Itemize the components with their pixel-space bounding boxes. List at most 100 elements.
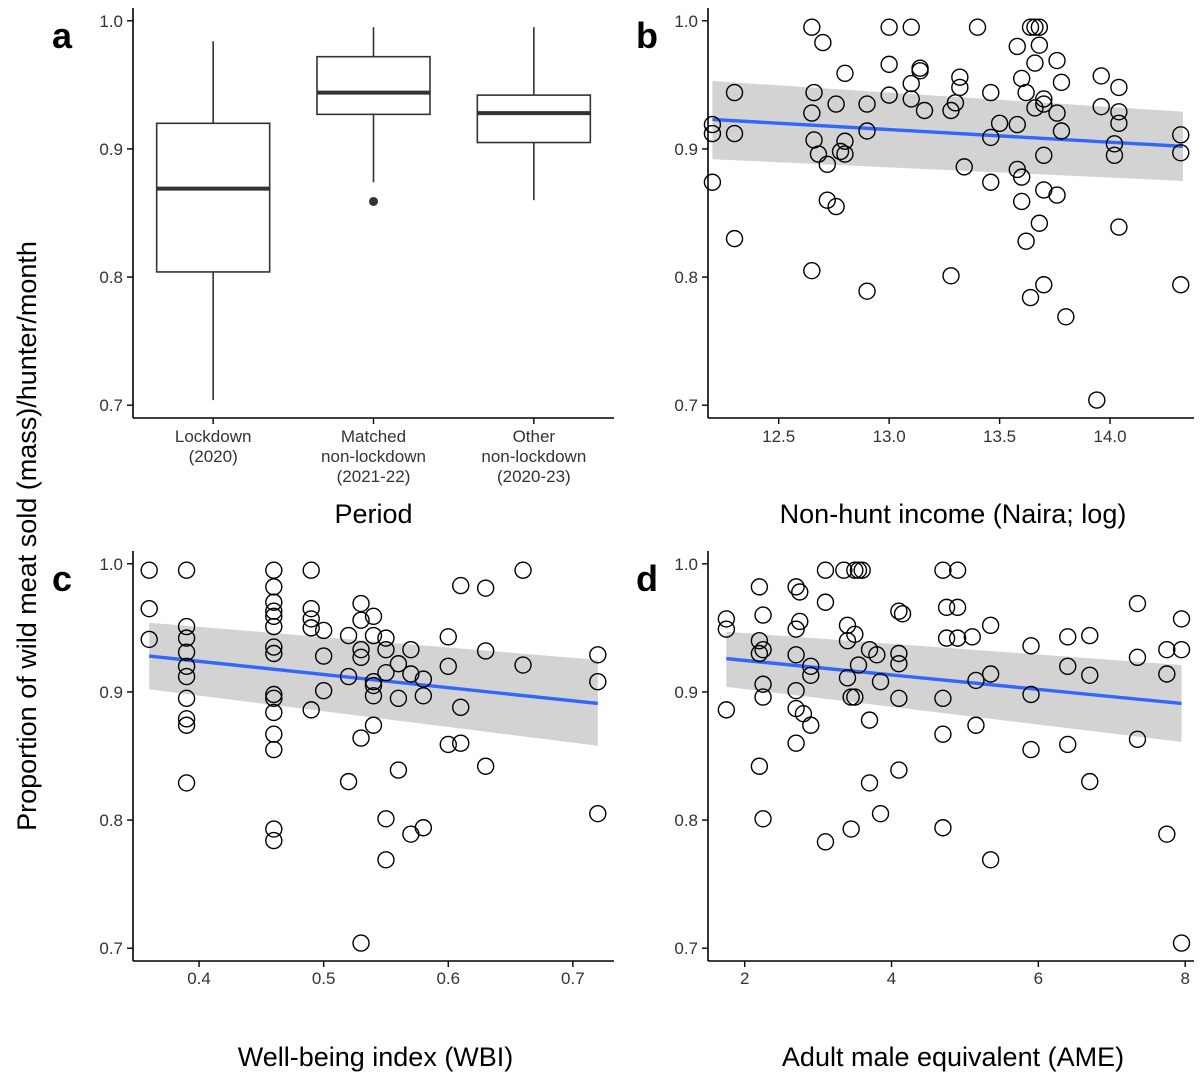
data-point [1035, 146, 1053, 165]
data-point [1110, 78, 1128, 97]
data-point [951, 78, 969, 97]
data-point [955, 158, 973, 176]
data-point [871, 804, 890, 823]
y-tick-label: 0.9 [674, 683, 698, 702]
data-point [831, 142, 850, 161]
data-point [339, 772, 358, 791]
data-point [902, 90, 920, 108]
data-point [1030, 18, 1049, 36]
data-point [838, 631, 857, 650]
data-point [1128, 648, 1147, 667]
data-point [1158, 825, 1176, 843]
y-tick-label: 0.7 [99, 939, 123, 958]
data-point [754, 810, 772, 828]
data-point [967, 671, 985, 690]
data-point [1012, 192, 1031, 211]
data-point [981, 851, 1000, 869]
data-point [787, 578, 805, 596]
data-point [791, 583, 809, 601]
data-point [302, 610, 320, 628]
data-point [890, 655, 908, 673]
data-point [860, 711, 879, 729]
x-tick-label: 4 [887, 969, 896, 988]
x-tick-label: non-lockdown [481, 447, 586, 466]
box-1 [155, 41, 271, 401]
confidence-band [712, 81, 1183, 181]
data-point [802, 657, 820, 676]
data-point [1035, 90, 1053, 108]
data-point [364, 672, 383, 691]
data-point [893, 605, 912, 623]
data-point [835, 561, 853, 579]
data-point [948, 629, 967, 647]
data-point [177, 716, 196, 734]
x-tick-label: (2020) [189, 447, 238, 466]
data-point [846, 561, 864, 579]
data-point [339, 667, 358, 686]
data-point [364, 716, 383, 734]
data-point [934, 819, 952, 837]
panel-b: b 0.7 0.8 0.9 1.0 12.5 13.0 13.5 14.0 Non-hunt in… [636, 8, 1194, 529]
data-point [805, 83, 823, 102]
x-axis-label: Well-being index (WBI) [238, 1042, 514, 1072]
data-point [787, 646, 805, 664]
data-point [982, 173, 1000, 191]
y-tick-label: 0.7 [99, 396, 123, 415]
box-iqr [155, 122, 271, 273]
data-point [265, 561, 283, 579]
data-point [1035, 276, 1053, 294]
y-tick-label: 0.9 [674, 140, 698, 159]
x-axis-label: Period [334, 499, 412, 529]
y-tick-label: 0.7 [674, 939, 698, 958]
data-point [1172, 144, 1190, 162]
data-point [352, 640, 370, 659]
data-point [302, 599, 320, 618]
data-point [858, 122, 876, 140]
data-point [476, 757, 495, 775]
data-point [377, 851, 395, 869]
data-point [265, 689, 283, 708]
data-point [265, 607, 283, 626]
data-point [880, 86, 898, 104]
data-point [890, 644, 908, 663]
data-point [177, 561, 196, 579]
data-point [265, 685, 283, 704]
data-point [880, 55, 898, 74]
y-tick-label: 1.0 [674, 555, 698, 574]
data-point [1172, 934, 1191, 952]
data-point [265, 644, 283, 663]
data-point [439, 657, 457, 676]
x-tick-label: 0.4 [187, 969, 211, 988]
panel-a: a0.70.80.91.0Lockdown(2020)Matchednon-lo… [52, 8, 614, 529]
data-point [140, 630, 158, 649]
data-point [968, 18, 987, 36]
data-point [981, 665, 1000, 683]
data-point [890, 602, 908, 620]
data-point [177, 710, 196, 728]
data-point [352, 934, 370, 952]
data-point [967, 716, 985, 734]
data-point [1017, 83, 1035, 102]
data-point [1022, 740, 1040, 759]
data-point [302, 561, 320, 579]
data-point [1026, 18, 1044, 36]
data-point [860, 774, 879, 792]
data-point [177, 629, 196, 647]
data-point [725, 229, 744, 248]
data-point [1052, 73, 1071, 92]
data-point [717, 701, 736, 719]
x-tick-label: 8 [1180, 969, 1189, 988]
data-point [750, 578, 769, 596]
y-tick-label: 1.0 [99, 555, 123, 574]
data-point [1110, 218, 1128, 236]
panel-label: c [52, 558, 72, 599]
data-point [937, 598, 956, 617]
x-tick-label: 0.5 [312, 969, 336, 988]
data-point [1088, 391, 1106, 409]
data-point [838, 669, 857, 687]
data-point [364, 676, 383, 695]
data-point [364, 687, 383, 705]
panel-d: d 0.7 0.8 0.9 1.0 2 4 6 8 Adult male equivalent (… [636, 551, 1194, 1072]
x-tick-label: 12.5 [762, 427, 795, 446]
